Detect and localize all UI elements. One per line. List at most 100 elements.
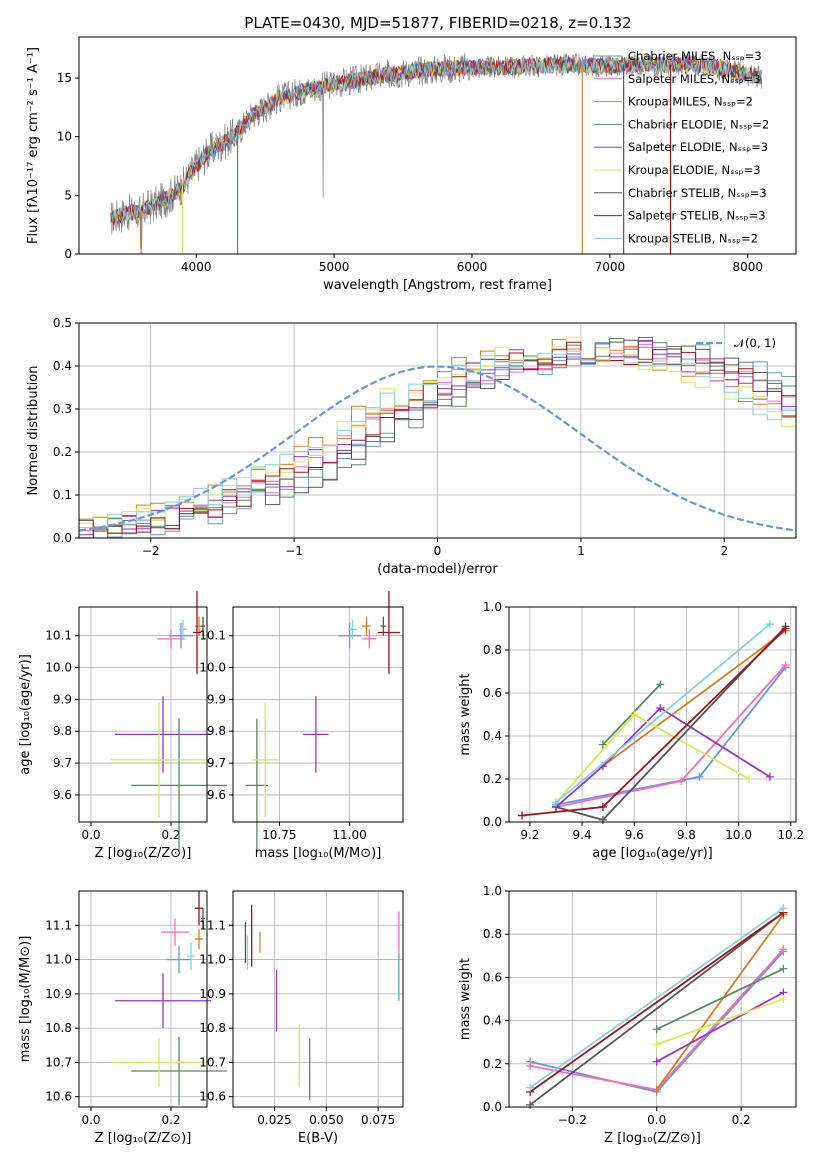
hist-xtick-label: 2 [720,544,728,558]
mass-z-frame [78,890,208,1108]
age-mass-ytick-label: 9.9 [207,692,226,706]
weight-z-point-marker [652,1085,661,1094]
spectrum-model-line [110,55,762,226]
mass-z-ytick-label: 10.9 [45,987,72,1001]
age-z-ylabel: age [log₁₀(age/yr)] [18,654,33,775]
weight-age-ytick-label: 1.0 [483,600,502,614]
weight-z-ytick-label: 1.0 [483,884,502,898]
weight-z-xlabel: Z [log₁₀(Z/Z⊙)] [604,1131,701,1146]
weight-age-frame [508,606,797,823]
weight-age-series-line [602,629,787,767]
age-z-xtick-label: 0.0 [81,828,100,842]
weight-age-point-marker [765,620,774,629]
hist-step-line [79,350,796,529]
weight-age-ytick-label: 0.8 [483,643,502,657]
age-mass-ytick-label: 10.1 [199,629,226,643]
spectrum-xtick-label: 5000 [319,260,350,274]
weight-age-point-marker [551,798,560,807]
weight-z-series-line [655,914,785,1091]
gaussian-curve [79,365,796,532]
weight-age-point-marker [656,704,665,713]
hist-frame [78,322,797,539]
age-z-ytick-label: 9.7 [53,756,72,770]
weight-z-series-line [529,911,784,1093]
weight-z-series-line [529,911,784,1106]
weight-age-xtick-label: 10.2 [777,828,804,842]
weight-age-point-marker [518,811,527,820]
mass-z-xtick-label: 0.2 [161,1113,180,1127]
legend-label: Kroupa STELIB, Nₛₛₚ=2 [628,231,758,245]
age-mass-ytick-label: 9.6 [207,788,226,802]
mass-ebv-xtick-label: 0.075 [361,1113,395,1127]
weight-z-point-marker [526,1083,535,1092]
age-mass-xlabel: mass [log₁₀(M/M⊙)] [255,846,382,861]
hist-steps [79,336,796,538]
spectrum-ylabel: Flux [fλ10⁻¹⁷ erg cm⁻² s⁻¹ A⁻¹] [26,47,41,244]
weight-z-xtick-label: 0.0 [647,1113,666,1127]
age-mass-xtick-label: 10.75 [262,828,296,842]
weight-z-series-line [656,967,784,1031]
spectrum-xtick-label: 8000 [732,260,763,274]
age-z-xtick-label: 0.2 [161,828,180,842]
spectrum-ytick-label: 15 [57,71,72,85]
spectrum-ytick-label: 0 [64,247,72,261]
weight-z-point-marker [779,964,788,973]
weight-z-ytick-label: 0.2 [483,1057,502,1071]
weight-z-point-marker [526,1061,535,1070]
mass-z-xtick-label: 0.0 [81,1113,100,1127]
mass-z-ytick-label: 10.8 [45,1021,72,1035]
hist-step-line [79,337,796,538]
weight-z-ytick-label: 0.8 [483,927,502,941]
spectrum-title: PLATE=0430, MJD=51877, FIBERID=0218, z=0… [244,14,631,32]
legend-label: Chabrier ELODIE, Nₛₛₚ=2 [628,117,769,131]
weight-z-series-line [529,907,784,1089]
weight-age-xtick-label: 9.4 [573,828,592,842]
weight-age-xtick-label: 10.0 [725,828,752,842]
weight-age-xtick-label: 9.6 [625,828,644,842]
spectrum-ytick-label: 5 [64,188,72,202]
mass-ebv-xtick-label: 0.025 [257,1113,291,1127]
weight-age-ytick-label: 0.2 [483,772,502,786]
hist-ytick-label: 0.5 [53,316,72,330]
spectrum-xtick-label: 4000 [181,260,212,274]
mass-z-ytick-label: 10.6 [45,1090,72,1104]
weight-z-series-line [656,998,784,1046]
age-z-xlabel: Z [log₁₀(Z/Z⊙)] [95,846,192,861]
weight-z-ytick-label: 0.0 [483,1100,502,1114]
age-z-ytick-label: 9.8 [53,724,72,738]
spectrum-ytick-label: 10 [57,130,72,144]
weight-age-point-marker [745,775,754,783]
mass-ebv-ytick-label: 10.9 [199,987,226,1001]
legend-label: Kroupa ELODIE, Nₛₛₚ=3 [628,163,761,177]
mass-ebv-ytick-label: 10.6 [199,1090,226,1104]
spectrum-model-line [110,55,762,226]
age-mass-frame [232,606,404,823]
mass-ebv-frame [232,890,404,1108]
mass-ebv-ytick-label: 10.7 [199,1055,226,1069]
weight-age-point-marker [630,710,639,719]
weight-age-point-marker [781,624,790,633]
weight-age-series-line [555,706,771,808]
legend-label: Kroupa MILES, Nₛₛₚ=2 [628,95,753,109]
weight-age-point-marker [598,740,607,749]
weight-age-series-line [555,623,771,804]
age-mass-ytick-label: 10.0 [199,661,226,675]
mass-z-ytick-label: 10.7 [45,1055,72,1069]
age-z-frame [78,606,208,823]
legend-label: Chabrier STELIB, Nₛₛₚ=3 [628,186,767,200]
weight-z-xtick-label: 0.2 [732,1113,751,1127]
weight-z-ytick-label: 0.6 [483,970,502,984]
weight-age-ytick-label: 0.6 [483,686,502,700]
weight-z-xtick-label: −0.2 [558,1113,587,1127]
hist-xtick-label: −1 [285,544,303,558]
hist-ytick-label: 0.0 [53,531,72,545]
weight-z-point-marker [779,945,788,954]
hist-xtick-label: 0 [434,544,442,558]
weight-age-xtick-label: 9.8 [677,828,696,842]
hist-step-line [79,340,796,536]
legend-label: Salpeter STELIB, Nₛₛₚ=3 [628,209,766,223]
age-z-ytick-label: 10.1 [45,629,72,643]
mass-z-ylabel: mass [log₁₀(M/M⊙)] [18,936,33,1063]
hist-step-line [79,339,796,534]
